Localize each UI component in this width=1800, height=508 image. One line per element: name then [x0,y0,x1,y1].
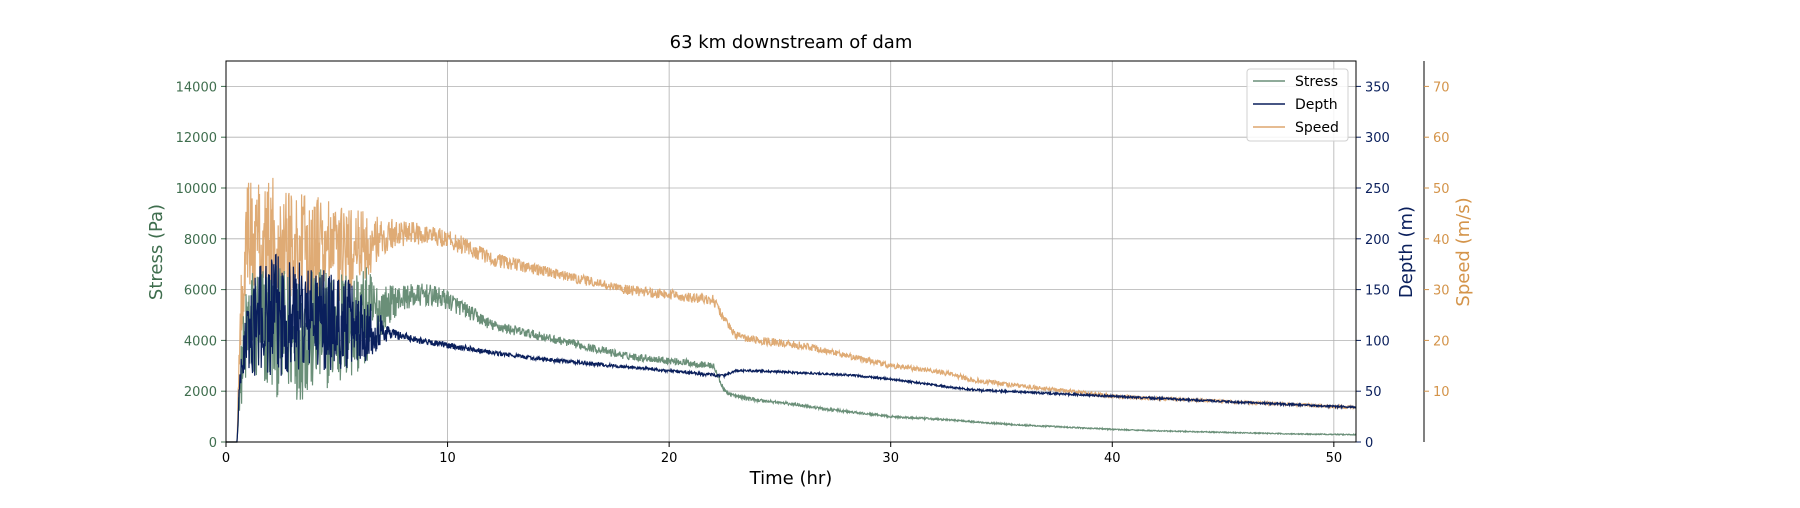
y-axis-label-speed: Speed (m/s) [1453,197,1474,306]
x-tick-label: 0 [222,451,230,466]
plot-frame [225,60,1357,443]
y-tick-label-stress: 14000 [176,80,217,95]
x-axis-label: Time (hr) [749,468,833,489]
y-tick-label-depth: 250 [1365,182,1390,197]
x-tick-label: 30 [882,451,899,466]
grid [225,61,1356,442]
y-tick-label-depth: 50 [1365,385,1382,400]
series-layer [226,177,1357,443]
y-tick-label-stress: 12000 [176,131,217,146]
y-tick-label-stress: 10000 [176,182,217,197]
y-tick-label-stress: 6000 [184,284,217,299]
y-tick-label-depth: 350 [1365,80,1390,95]
y-tick-label-speed: 50 [1433,182,1450,197]
legend-box [1246,68,1349,142]
y-tick-label-speed: 20 [1433,334,1450,349]
y-tick-label-speed: 40 [1433,233,1450,248]
legend: Stress Depth Speed [1246,68,1349,142]
y-tick-label-depth: 100 [1365,334,1390,349]
y-tick-label-speed: 70 [1433,80,1450,95]
y-axis-label-stress: Stress (Pa) [146,204,167,300]
y-tick-label-stress: 4000 [184,334,217,349]
x-tick-label: 50 [1326,451,1343,466]
series-line-depth [226,253,1357,443]
y-tick-label-depth: 300 [1365,131,1390,146]
y-tick-label-speed: 10 [1433,385,1450,400]
y-tick-label-stress: 0 [209,436,217,451]
legend-label-depth: Depth [1295,97,1338,113]
y-tick-label-stress: 8000 [184,233,217,248]
x-tick-label: 40 [1104,451,1121,466]
chart-title: 63 km downstream of dam [670,32,913,53]
y-tick-label-depth: 150 [1365,284,1390,299]
y-tick-label-stress: 2000 [184,385,217,400]
x-tick-label: 10 [439,451,456,466]
axes: 0 10 20 30 40 5002000400060008000100001200014… [176,60,1450,466]
y-axis-label-depth: Depth (m) [1396,206,1417,298]
y-tick-label-speed: 60 [1433,131,1450,146]
y-tick-label-depth: 200 [1365,233,1390,248]
y-tick-label-depth: 0 [1365,436,1373,451]
x-tick-label: 20 [661,451,678,466]
legend-label-stress: Stress [1295,74,1338,90]
series-line-stress [226,265,1357,443]
y-tick-label-speed: 30 [1433,284,1450,299]
legend-label-speed: Speed [1295,120,1339,136]
